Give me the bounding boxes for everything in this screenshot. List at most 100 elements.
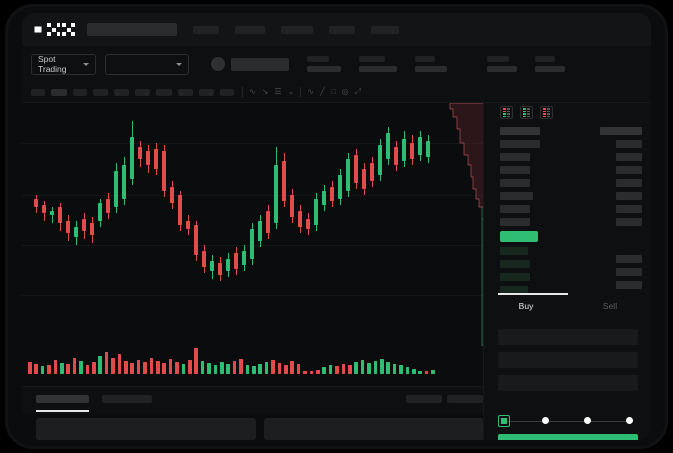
orderbook-last-price xyxy=(500,231,538,242)
nav-item-2[interactable] xyxy=(235,25,265,34)
price-chart[interactable] xyxy=(22,103,483,386)
fullscreen-icon[interactable]: ⤢ xyxy=(354,87,362,96)
order-stepper[interactable] xyxy=(498,415,638,427)
candle-body xyxy=(354,155,358,183)
orderbook-mode-both[interactable] xyxy=(500,106,513,119)
nav-item-1[interactable] xyxy=(193,25,219,34)
volume-series xyxy=(22,329,483,374)
market-type-dropdown[interactable]: Spot Trading xyxy=(31,53,96,75)
interval-button-4[interactable] xyxy=(93,88,108,96)
nav-item-4[interactable] xyxy=(329,25,355,34)
orderbook-ask-row-7[interactable] xyxy=(500,218,530,226)
trade-field-3[interactable] xyxy=(498,375,638,391)
active-tab-underline xyxy=(36,410,89,412)
stat-3 xyxy=(415,56,447,72)
bottom-action-1[interactable] xyxy=(406,395,442,403)
candle-body xyxy=(34,199,38,207)
orderbook-ask-row-3[interactable] xyxy=(500,166,530,174)
orderbook-mode-bars-2 xyxy=(527,108,530,117)
okx-logo[interactable] xyxy=(31,23,75,36)
settings-icon[interactable]: ◎ xyxy=(341,87,349,96)
stat-3-label xyxy=(415,56,435,62)
candle-48 xyxy=(410,135,414,165)
interval-button-8[interactable] xyxy=(178,88,193,96)
candle-29 xyxy=(258,215,262,247)
tab-order-history[interactable] xyxy=(102,395,152,403)
orderbook-ask-row-4[interactable] xyxy=(500,179,530,187)
nav-item-3[interactable] xyxy=(281,25,313,34)
volume-bar-24 xyxy=(175,362,179,374)
candle-body xyxy=(330,187,334,201)
candle-body xyxy=(90,223,94,235)
ruler-icon[interactable]: ╱ xyxy=(319,87,325,96)
orderbook-ask-row-1[interactable] xyxy=(500,140,540,148)
candle-43 xyxy=(370,157,374,187)
volume-bar-37 xyxy=(258,364,262,374)
stepper-step-2[interactable] xyxy=(542,417,549,424)
search-input[interactable] xyxy=(87,23,177,36)
candle-body xyxy=(74,227,78,237)
candle-22 xyxy=(202,245,206,273)
volume-bar-22 xyxy=(162,363,166,374)
orderbook-ask-row-2[interactable] xyxy=(500,153,530,161)
tab-sell-label: Sell xyxy=(602,301,618,311)
stat-1 xyxy=(307,56,341,72)
nav-item-5[interactable] xyxy=(371,25,399,34)
orderbook-bid-row-1[interactable] xyxy=(500,247,528,255)
volume-bar-17 xyxy=(130,363,134,374)
chevron-down-icon[interactable]: ⌄ xyxy=(287,87,295,96)
logo-glyph-o xyxy=(31,23,45,36)
tab-sell[interactable]: Sell xyxy=(568,293,651,319)
candle-8 xyxy=(90,217,94,243)
volume-bar-7 xyxy=(66,364,70,374)
orderbook-bid-row-4[interactable] xyxy=(500,286,528,294)
candle-body xyxy=(146,151,150,165)
interval-button-5[interactable] xyxy=(114,88,129,96)
candle-body xyxy=(218,263,222,275)
interval-button-2[interactable] xyxy=(51,88,67,96)
candle-body xyxy=(130,137,134,179)
interval-button-1[interactable] xyxy=(31,88,45,96)
volume-bar-45 xyxy=(309,371,314,374)
volume-bar-5 xyxy=(53,360,58,374)
interval-button-6[interactable] xyxy=(135,88,150,96)
orderbook-ask-row-5[interactable] xyxy=(500,192,533,200)
volume-bar-39 xyxy=(271,360,275,374)
stepper-step-4[interactable] xyxy=(626,417,633,424)
volume-bar-51 xyxy=(348,365,352,374)
interval-button-3[interactable] xyxy=(73,88,87,96)
orderbook-bid-row-3[interactable] xyxy=(500,273,530,281)
stat-1-label xyxy=(307,56,329,62)
candle-body xyxy=(306,219,310,229)
pair-selector-dropdown[interactable] xyxy=(105,53,189,75)
zigzag-icon[interactable]: ∿ xyxy=(249,87,256,96)
orderbook-mode-asks[interactable] xyxy=(540,106,553,119)
volume-bar-2 xyxy=(34,364,38,374)
candle-body xyxy=(226,259,230,271)
wave-icon[interactable]: ∿ xyxy=(307,87,314,96)
bottom-action-2[interactable] xyxy=(447,395,483,403)
orderbook-ask-row-6[interactable] xyxy=(500,205,530,213)
stepper-step-3[interactable] xyxy=(584,417,591,424)
stepper-step-1-active[interactable] xyxy=(498,415,510,427)
trendline-icon[interactable]: ↘ xyxy=(261,87,269,96)
volume-bar-38 xyxy=(264,362,269,374)
candle-body xyxy=(282,161,286,201)
tab-buy[interactable]: Buy xyxy=(484,293,568,319)
orderbook-right-row-7 xyxy=(616,218,642,226)
camera-icon[interactable]: □ xyxy=(330,87,336,96)
candle-4 xyxy=(58,203,62,231)
interval-button-7[interactable] xyxy=(156,88,172,96)
fib-icon[interactable]: ☰ xyxy=(274,87,282,96)
tab-open-orders[interactable] xyxy=(36,395,89,403)
submit-order-button[interactable] xyxy=(498,434,638,440)
orderbook-bid-row-2[interactable] xyxy=(500,260,530,268)
interval-button-10[interactable] xyxy=(220,88,234,96)
interval-button-9[interactable] xyxy=(199,88,214,96)
trade-field-1[interactable] xyxy=(498,329,638,345)
volume-bar-30 xyxy=(213,365,218,374)
trade-field-2[interactable] xyxy=(498,352,638,368)
candle-body xyxy=(386,133,390,159)
orderbook-mode-bids[interactable] xyxy=(520,106,533,119)
candle-body xyxy=(202,251,206,267)
